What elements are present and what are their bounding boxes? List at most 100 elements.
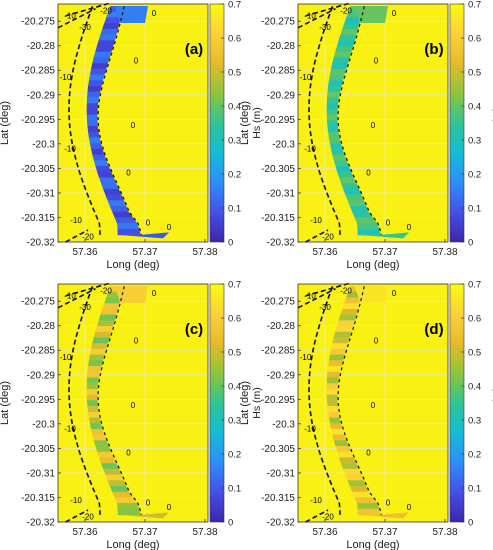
y-tick-label: -20.315	[261, 213, 295, 224]
lagoon-cell	[89, 143, 103, 150]
plot-frame	[297, 283, 449, 523]
contour-label: 0	[407, 503, 412, 512]
lagoon-cell	[93, 160, 110, 167]
colorbar-tick-label: 0.2	[228, 450, 241, 461]
lagoon-cell	[117, 508, 141, 516]
lagoon-cell	[118, 512, 169, 519]
lagoon-cell	[333, 331, 352, 339]
lagoon-cell	[333, 440, 350, 447]
lagoon-cell	[326, 371, 341, 379]
lagoon-cell	[93, 331, 112, 339]
lagoon-cell	[117, 503, 140, 510]
x-tick-label: 57.37	[132, 247, 157, 258]
y-tick-label: -20.32	[267, 238, 296, 249]
colorbar-tick-label: 0.3	[468, 416, 481, 427]
contour-label: -10	[300, 73, 312, 82]
contour-20m	[65, 229, 89, 243]
lagoon-cell	[98, 34, 117, 42]
contour-20m	[305, 509, 329, 523]
contour-label: -10	[60, 353, 72, 362]
colorbar-label: Hs (m)	[491, 387, 493, 419]
lagoon-cell	[105, 194, 125, 201]
y-tick-label: -20.315	[261, 493, 295, 504]
lagoon-cell	[326, 114, 338, 121]
lagoon-cell	[357, 503, 380, 510]
colorbar-tick-label: 0.7	[468, 280, 481, 291]
lagoon-cell	[326, 377, 340, 384]
y-tick-label: -20.28	[267, 321, 296, 332]
lagoon-cell	[336, 320, 355, 327]
contour-label: -10	[64, 291, 76, 300]
contour-label: -20	[82, 513, 94, 522]
lagoon-cell	[95, 46, 114, 53]
contour-label: -10	[64, 11, 76, 20]
lagoon-cell	[345, 474, 365, 481]
lagoon-cell	[343, 188, 362, 196]
contour-label: -10	[304, 291, 316, 300]
colorbar	[449, 3, 465, 243]
lagoon-cell	[114, 6, 148, 23]
colorbar-tick-label: 0.2	[468, 450, 481, 461]
x-tick-label: 57.37	[372, 527, 397, 538]
y-tick-label: -20.31	[267, 468, 296, 479]
contour-20m	[305, 229, 329, 243]
colorbar-tick-label: 0.2	[468, 170, 481, 181]
x-tick-label: 57.36	[312, 247, 337, 258]
lagoon-cell	[87, 366, 102, 373]
lagoon-cell	[333, 160, 350, 167]
lagoon-cell	[340, 463, 360, 470]
y-axis-label: Lat (deg)	[239, 101, 251, 145]
x-tick-label: 57.36	[72, 527, 97, 538]
lagoon-cell	[98, 177, 117, 184]
lagoon-cell	[102, 23, 120, 30]
y-tick-label: -20.29	[267, 370, 296, 381]
lagoon-cell	[86, 97, 100, 104]
lagoon-cell	[103, 468, 122, 476]
colorbar-tick-label: 0.3	[468, 136, 481, 147]
lagoon-cell	[342, 303, 360, 310]
grid	[58, 4, 208, 242]
colorbar	[209, 283, 225, 523]
contour-label: -10	[304, 145, 316, 154]
y-tick-label: -20.275	[261, 297, 295, 308]
colorbar-label: Hs (m)	[251, 107, 263, 139]
colorbar-tick-label: 0.6	[468, 34, 481, 45]
lagoon-cell	[329, 423, 343, 430]
lagoon-cell	[98, 314, 117, 322]
lagoon-cell	[349, 206, 369, 213]
contour-30m	[297, 8, 336, 29]
x-tick-label: 57.38	[432, 247, 457, 258]
colorbar-tick-label: 0.7	[228, 0, 241, 11]
colorbar-tick-label: 0.4	[468, 382, 481, 393]
colorbar-tick-label: 0.7	[468, 0, 481, 11]
lagoon-cell	[328, 137, 342, 144]
lagoon-cell	[89, 348, 107, 356]
y-tick-label: -20.305	[21, 164, 55, 175]
lagoon-cell	[117, 223, 140, 230]
lagoon-cell	[105, 474, 125, 481]
lagoon-cell	[326, 383, 339, 390]
contour-label: -10	[310, 216, 322, 225]
lagoon-cell	[354, 286, 388, 303]
lagoon-cell	[88, 137, 102, 144]
lagoon-cell	[328, 354, 345, 361]
y-tick-label: -20.31	[27, 468, 56, 479]
lagoon-cell	[326, 103, 339, 110]
lagoon-cell	[332, 57, 350, 64]
lagoon-cell	[86, 108, 98, 116]
lagoon-cell	[97, 451, 114, 458]
lagoon-cell	[87, 86, 102, 93]
colorbar-tick-label: 0.4	[468, 102, 481, 113]
lagoon-cell	[344, 297, 361, 304]
lagoon-cell	[327, 126, 339, 133]
lagoon-cell	[96, 320, 115, 327]
y-tick-label: -20.275	[21, 297, 55, 308]
contour-label: 0	[386, 498, 391, 507]
lagoon-cell	[326, 108, 338, 116]
colorbar-tick-label: 0.4	[228, 102, 241, 113]
contour-label: 0	[134, 337, 139, 346]
x-tick-label: 57.38	[192, 527, 217, 538]
lagoon-cell	[86, 388, 98, 396]
lagoon-cell	[95, 166, 112, 173]
